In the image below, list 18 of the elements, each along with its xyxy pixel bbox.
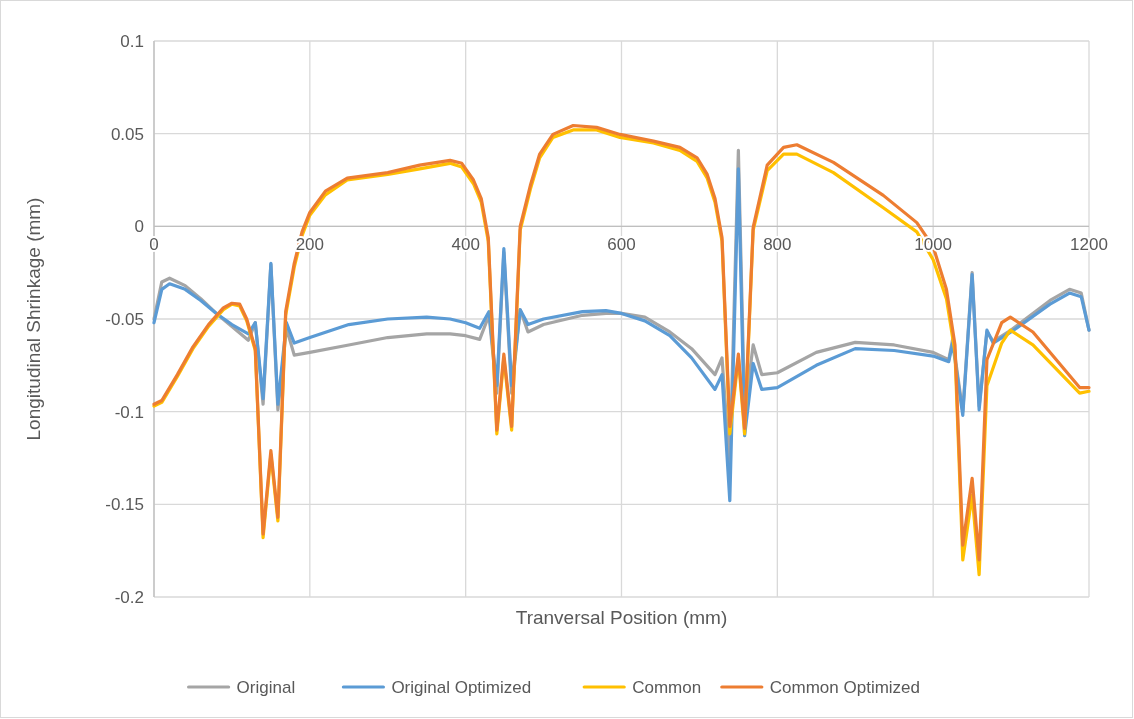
y-tick-label: 0.05 xyxy=(110,124,144,144)
y-tick-label: -0.15 xyxy=(105,495,144,515)
y-tick-label: -0.2 xyxy=(114,587,144,607)
x-axis-title: Tranversal Position (mm) xyxy=(515,607,728,628)
y-tick-label: -0.05 xyxy=(105,309,144,329)
x-tick-label: 400 xyxy=(451,234,480,254)
y-tick-label: 0 xyxy=(134,217,144,237)
x-tick-label: 800 xyxy=(763,234,792,254)
legend-label: Original xyxy=(236,677,296,697)
y-tick-label: -0.1 xyxy=(114,402,144,422)
y-axis-title: Longitudinal Shrinkage (mm) xyxy=(23,197,44,441)
legend-label: Common Optimized xyxy=(769,677,921,697)
x-tick-label: 0 xyxy=(149,234,159,254)
y-tick-label: 0.1 xyxy=(120,31,144,51)
legend-label: Common xyxy=(632,677,702,697)
x-tick-label: 600 xyxy=(607,234,636,254)
legend-label: Original Optimized xyxy=(391,677,532,697)
x-tick-label: 1200 xyxy=(1070,234,1108,254)
